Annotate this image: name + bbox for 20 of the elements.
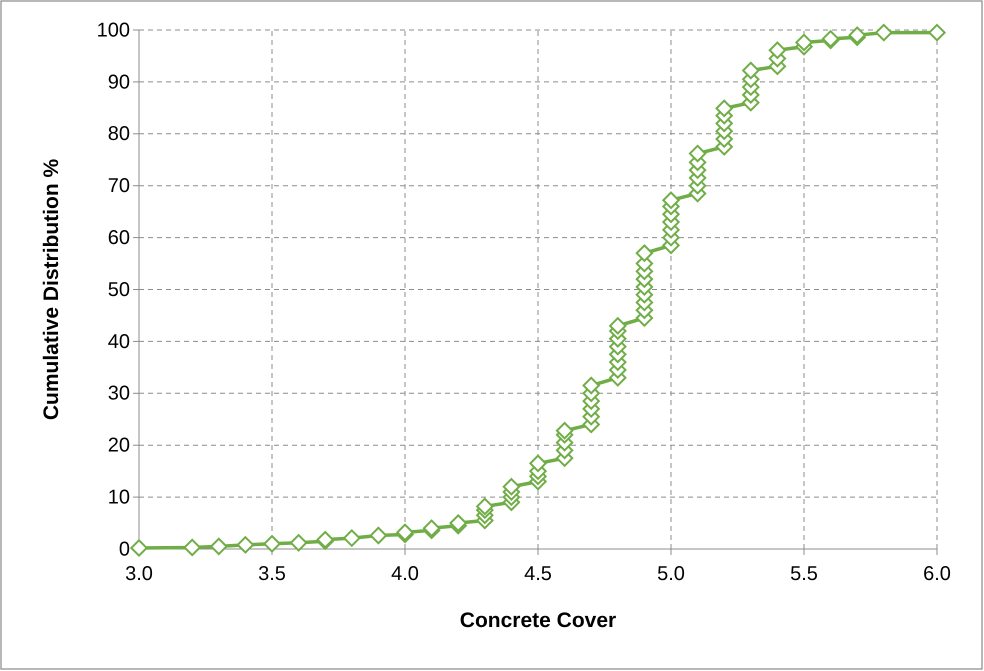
x-axis-title: Concrete Cover [460,609,616,632]
x-tick-label: 5.5 [790,563,818,585]
x-tick-label: 4.5 [524,563,552,585]
y-tick-label: 30 [108,382,130,405]
y-tick-label: 20 [108,434,130,457]
y-tick-label: 100 [96,19,130,42]
y-tick-label: 60 [108,227,130,249]
x-tick-label: 3.5 [258,563,286,585]
y-axis-title: Cumulative Distribution % [40,158,63,420]
x-tick-label: 3.0 [125,563,153,585]
y-tick-label: 50 [108,278,130,301]
y-tick-label: 10 [108,486,130,508]
x-tick-label: 5.0 [657,563,685,585]
y-tick-label: 80 [108,123,130,146]
y-tick-label: 0 [118,538,130,560]
x-tick-label: 6.0 [923,563,951,585]
y-tick-label: 70 [108,175,130,198]
x-tick-label: 4.0 [391,563,419,585]
y-tick-label: 40 [108,330,130,353]
y-tick-label: 90 [108,71,130,94]
